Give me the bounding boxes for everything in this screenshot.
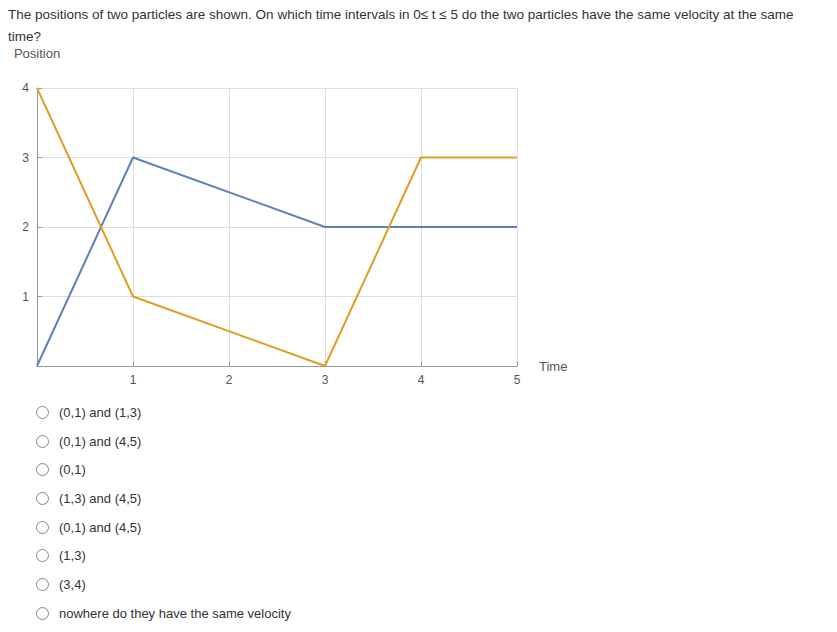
- html-text:(0,1): (0,1): [59, 462, 86, 478]
- html-text:(0,1) and (1,3): (0,1) and (1,3): [59, 404, 142, 420]
- svg-text:Position: Position: [14, 46, 60, 61]
- svg-text:4: 4: [22, 81, 29, 95]
- svg-text:3: 3: [22, 151, 29, 165]
- html-text:(0,1) and (4,5): (0,1) and (4,5): [59, 433, 142, 449]
- svg-text:1: 1: [22, 290, 29, 304]
- svg-text:Time: Time: [539, 359, 567, 374]
- html-text:(1,3): (1,3): [59, 548, 86, 564]
- html-text:(1,3) and (4,5): (1,3) and (4,5): [59, 490, 142, 506]
- svg-text:5: 5: [514, 373, 521, 387]
- html-text:(3,4): (3,4): [59, 577, 86, 592]
- svg-text:1: 1: [130, 373, 137, 387]
- svg-text:2: 2: [22, 220, 29, 234]
- svg-text:2: 2: [226, 373, 233, 387]
- svg-text:3: 3: [322, 373, 329, 387]
- html-text:The positions of two particles: The positions of two particles are shown…: [8, 7, 794, 44]
- html-text:(0,1) and (4,5): (0,1) and (4,5): [59, 519, 142, 535]
- html-text:nowhere do they have the same: nowhere do they have the same velocity: [59, 605, 291, 621]
- svg-text:4: 4: [418, 373, 425, 387]
